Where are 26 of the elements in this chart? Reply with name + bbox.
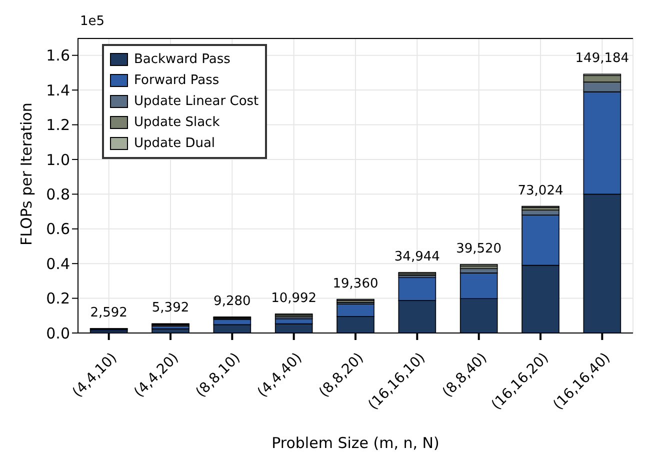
- y-tick-label: 0.6: [46, 220, 70, 238]
- annotation: 9,280: [214, 294, 251, 309]
- legend-label: Update Linear Cost: [133, 93, 259, 111]
- y-tick-label: 0.4: [46, 254, 70, 273]
- y-tick-label: 1.4: [46, 81, 70, 100]
- y-tick-label: 0.0: [46, 324, 70, 342]
- y-tick-label: 0.2: [46, 290, 70, 308]
- legend-label: Update Dual: [133, 135, 216, 153]
- annotation: 73,024: [518, 183, 564, 198]
- annotation: 39,520: [456, 241, 502, 256]
- y-axis-title: FLOPs per Iteration: [17, 102, 36, 246]
- annotation: 5,392: [152, 300, 190, 316]
- annotation: 34,944: [394, 249, 440, 264]
- annotation: 149,184: [575, 51, 630, 66]
- annotation: 19,360: [332, 276, 378, 292]
- text: 1e5: [80, 14, 105, 29]
- annotation: 10,992: [271, 290, 317, 306]
- y-tick-label: 1.0: [46, 150, 70, 169]
- legend-label: Forward Pass: [133, 72, 220, 90]
- y-tick-label: 1.6: [46, 46, 70, 65]
- x-axis-title: Problem Size (m, n, N): [272, 434, 440, 452]
- y-tick-label: 1.2: [46, 116, 70, 134]
- annotation: 2,592: [90, 306, 128, 320]
- legend-label: Backward Pass: [133, 51, 232, 69]
- y-tick-label: 0.8: [46, 186, 70, 204]
- legend-label: Update Slack: [133, 114, 221, 132]
